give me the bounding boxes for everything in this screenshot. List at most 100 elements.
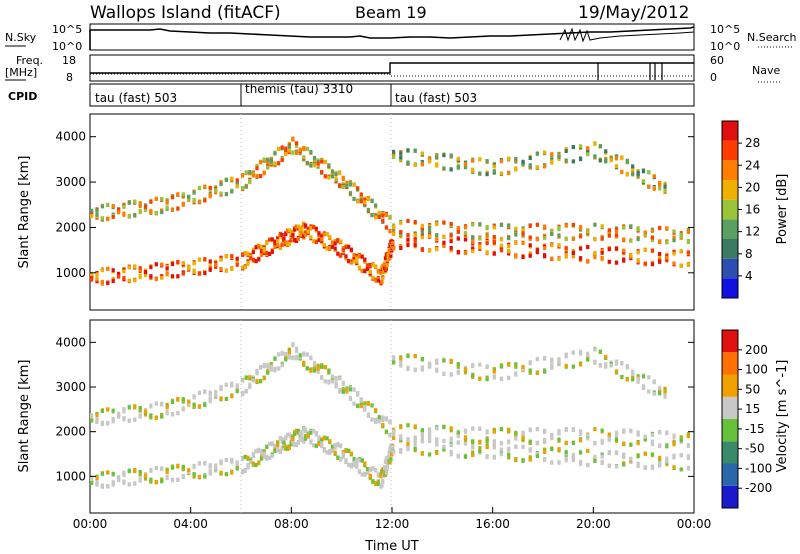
data-cell bbox=[352, 456, 356, 461]
data-cell bbox=[463, 454, 468, 459]
y-tick-label: 2000 bbox=[55, 425, 86, 439]
data-cell bbox=[143, 473, 148, 478]
data-cell bbox=[246, 465, 250, 470]
data-cell bbox=[593, 222, 597, 227]
data-cell bbox=[614, 246, 619, 251]
data-cell bbox=[499, 376, 504, 381]
data-cell bbox=[170, 195, 175, 200]
data-cell bbox=[543, 253, 547, 258]
data-cell bbox=[300, 430, 304, 435]
data-cell bbox=[449, 437, 453, 442]
data-cell bbox=[334, 176, 338, 181]
y-tick-label: 4000 bbox=[55, 130, 86, 144]
y-tick-label: 1000 bbox=[55, 266, 86, 280]
data-cell bbox=[471, 158, 475, 163]
data-cell bbox=[374, 278, 378, 283]
data-cell bbox=[665, 226, 669, 231]
data-cell bbox=[471, 439, 475, 444]
data-cell bbox=[287, 445, 291, 450]
data-cell bbox=[507, 171, 511, 176]
data-cell bbox=[257, 243, 261, 248]
data-cell bbox=[499, 447, 504, 452]
data-cell bbox=[241, 265, 245, 270]
data-cell bbox=[665, 430, 669, 435]
data-cell bbox=[650, 235, 655, 240]
data-cell bbox=[535, 370, 540, 375]
data-cell bbox=[338, 171, 342, 176]
data-cell bbox=[203, 257, 207, 262]
colorbar-swatch bbox=[722, 396, 738, 419]
data-cell bbox=[273, 245, 277, 250]
data-cell bbox=[259, 244, 264, 249]
data-cell bbox=[435, 437, 439, 442]
y-tick-label: 4000 bbox=[55, 335, 86, 349]
data-cell bbox=[203, 271, 207, 276]
data-cell bbox=[320, 169, 324, 174]
data-cell bbox=[543, 224, 547, 229]
data-cell bbox=[127, 214, 131, 219]
data-cell bbox=[90, 418, 94, 423]
data-cell bbox=[406, 365, 410, 370]
data-cell bbox=[535, 237, 540, 242]
data-cell bbox=[365, 263, 370, 268]
data-cell bbox=[625, 364, 629, 369]
data-cell bbox=[270, 441, 274, 446]
data-cell bbox=[629, 456, 633, 461]
colorbar-swatch bbox=[722, 419, 738, 442]
data-cell bbox=[197, 186, 202, 191]
data-cell bbox=[348, 191, 353, 196]
data-cell bbox=[366, 207, 371, 212]
data-cell bbox=[598, 158, 602, 163]
data-cell bbox=[284, 444, 288, 449]
data-cell bbox=[187, 266, 191, 271]
data-cell bbox=[276, 352, 281, 357]
data-cell bbox=[356, 199, 360, 204]
data-cell bbox=[294, 356, 299, 361]
data-cell bbox=[254, 245, 258, 250]
data-cell bbox=[609, 363, 613, 368]
colorbar-swatch bbox=[722, 160, 738, 180]
data-cell bbox=[262, 157, 266, 162]
data-cell bbox=[376, 278, 380, 283]
data-cell bbox=[262, 376, 266, 381]
data-cell bbox=[463, 162, 468, 167]
data-cell bbox=[384, 417, 389, 422]
data-cell bbox=[160, 414, 164, 419]
data-cell bbox=[392, 429, 396, 434]
data-cell bbox=[289, 434, 293, 439]
data-cell bbox=[499, 237, 504, 242]
colorbar-tick-label: 4 bbox=[745, 269, 753, 283]
data-cell bbox=[106, 217, 110, 222]
data-cell bbox=[312, 429, 316, 434]
data-cell bbox=[578, 246, 583, 251]
data-cell bbox=[122, 409, 126, 414]
colorbar-tick-label: 15 bbox=[745, 402, 760, 416]
data-cell bbox=[293, 431, 297, 436]
nsky-trace bbox=[89, 26, 695, 50]
data-cell bbox=[650, 248, 655, 253]
y-tick-label: 2000 bbox=[55, 220, 86, 234]
colorbar-tick-label: -15 bbox=[745, 422, 765, 436]
data-cell bbox=[368, 468, 372, 473]
noise-strip: N.Sky 10^5 10^0 10^5 10^0 N.Search bbox=[5, 23, 797, 53]
data-cell bbox=[305, 352, 309, 357]
data-cell bbox=[371, 262, 375, 267]
data-cell bbox=[341, 389, 345, 394]
freq-label-line2: [MHz] bbox=[5, 66, 37, 79]
data-cell bbox=[492, 164, 496, 169]
data-cell bbox=[672, 442, 676, 447]
data-cell bbox=[435, 451, 439, 456]
data-cell bbox=[258, 174, 263, 179]
data-cell bbox=[413, 437, 417, 442]
data-cell bbox=[330, 448, 335, 453]
data-cell bbox=[636, 376, 640, 381]
data-cell bbox=[383, 460, 388, 465]
data-cell bbox=[322, 232, 326, 237]
data-cell bbox=[647, 170, 651, 175]
data-cell bbox=[449, 449, 453, 454]
data-cell bbox=[278, 450, 282, 455]
data-cell bbox=[154, 401, 158, 406]
nsky-tick-high: 10^5 bbox=[52, 23, 82, 36]
data-cell bbox=[291, 437, 295, 442]
data-cell bbox=[149, 208, 153, 213]
